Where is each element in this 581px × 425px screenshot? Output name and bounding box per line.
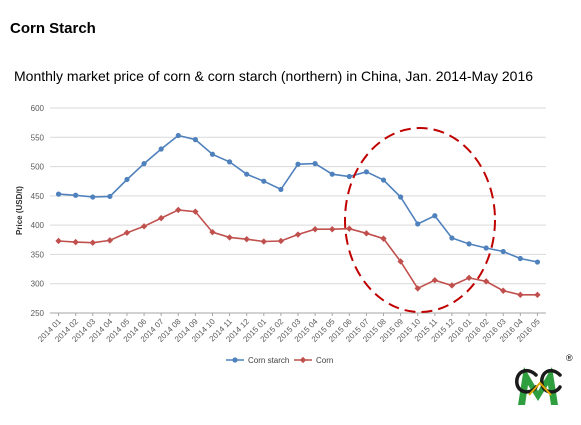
y-tick-label: 250: [31, 309, 45, 318]
page-heading: Corn Starch: [10, 20, 96, 37]
logo-mark: [518, 367, 558, 405]
data-point: [397, 258, 404, 265]
data-point: [311, 226, 319, 233]
data-point: [175, 132, 181, 139]
data-point: [89, 239, 96, 246]
data-point: [466, 241, 472, 247]
data-point: [431, 277, 439, 284]
data-point: [226, 159, 233, 165]
data-point: [192, 208, 199, 215]
legend-label: Corn: [316, 356, 333, 365]
data-point: [534, 259, 541, 265]
data-point: [449, 235, 455, 241]
data-point: [261, 178, 267, 184]
data-point: [106, 237, 114, 244]
data-point: [277, 237, 285, 245]
data-point: [517, 291, 524, 299]
series-lines: [55, 132, 541, 299]
data-point: [157, 214, 165, 222]
data-point: [278, 186, 284, 193]
data-point: [226, 234, 233, 241]
data-point: [432, 213, 438, 219]
y-tick-label: 450: [31, 192, 45, 201]
data-point: [346, 225, 353, 232]
data-point: [363, 169, 370, 175]
data-point: [312, 161, 318, 167]
data-point: [244, 171, 250, 177]
y-tick-label: 300: [31, 280, 45, 289]
data-point: [140, 223, 148, 230]
data-point: [299, 356, 307, 364]
highlight-annotation: [344, 127, 496, 313]
highlight-ellipse: [344, 127, 496, 313]
logo-swoosh-left: [515, 368, 538, 394]
legend-label: Corn starch: [248, 356, 289, 365]
data-point: [346, 173, 352, 180]
data-point: [415, 221, 421, 227]
company-logo: ®: [515, 353, 573, 405]
series-line: [58, 134, 538, 263]
data-point: [90, 194, 96, 200]
y-axis-label: Price (USD/t): [15, 186, 24, 235]
data-point: [482, 278, 490, 285]
y-tick-label: 500: [31, 163, 45, 172]
data-point: [141, 161, 147, 167]
data-point: [448, 282, 456, 289]
data-point: [55, 191, 62, 197]
chart-title: Monthly market price of corn & corn star…: [14, 68, 534, 84]
legend: Corn starch Corn: [226, 356, 333, 365]
data-point: [465, 274, 473, 282]
data-point: [398, 194, 404, 200]
y-tick-label: 550: [31, 133, 45, 142]
data-point: [209, 151, 216, 157]
data-point: [260, 238, 267, 245]
data-point: [158, 146, 164, 152]
data-point: [414, 285, 421, 292]
data-point: [534, 291, 541, 299]
data-point: [175, 206, 182, 214]
data-point: [363, 230, 370, 237]
data-point: [517, 255, 523, 262]
y-tick-label: 350: [31, 250, 45, 259]
logo-accent: [528, 381, 552, 396]
data-point: [500, 248, 506, 255]
data-point: [294, 231, 302, 238]
data-point: [329, 226, 336, 233]
data-point: [73, 192, 79, 198]
data-point: [55, 237, 62, 245]
data-point: [124, 176, 130, 183]
data-point: [209, 228, 216, 236]
data-point: [123, 229, 131, 236]
data-point: [107, 193, 113, 200]
series-line: [58, 209, 538, 296]
data-point: [243, 236, 250, 243]
data-point: [380, 235, 387, 242]
data-point: [380, 177, 387, 183]
gridlines: [50, 107, 546, 314]
y-tick-label: 600: [31, 104, 45, 113]
logo-registered-mark: ®: [566, 353, 573, 363]
data-point: [483, 245, 489, 251]
data-point: [329, 171, 335, 177]
data-point: [232, 357, 238, 363]
data-point: [72, 238, 79, 246]
data-point: [295, 161, 301, 167]
data-point: [192, 137, 198, 143]
y-tick-label: 400: [31, 221, 45, 230]
data-point: [500, 287, 507, 294]
